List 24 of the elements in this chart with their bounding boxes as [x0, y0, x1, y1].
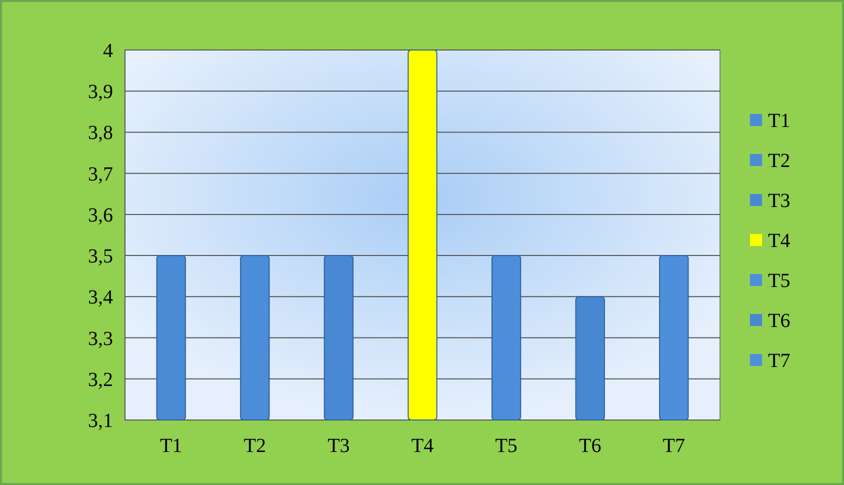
legend-label: T4 [768, 230, 790, 252]
x-tick-label: T2 [244, 435, 266, 457]
y-tick-label: 3,8 [88, 122, 113, 144]
y-tick-label: 3,5 [88, 246, 113, 268]
x-tick-label: T4 [411, 435, 434, 457]
legend-label: T7 [768, 350, 790, 372]
y-tick-label: 3,3 [88, 328, 113, 350]
legend-label: T1 [768, 110, 790, 132]
y-tick-label: 3,7 [88, 163, 113, 186]
x-tick-label: T6 [578, 435, 602, 457]
y-tick-label: 3,1 [88, 410, 113, 432]
y-tick-label: 3,6 [88, 204, 113, 226]
y-tick-label: 3,4 [88, 286, 113, 309]
legend-label: T2 [768, 150, 790, 172]
y-tick-label: 4 [103, 40, 113, 62]
legend-label: T5 [768, 270, 790, 292]
x-tick-label: T3 [328, 435, 350, 457]
x-tick-label: T5 [495, 435, 518, 457]
x-tick-label: T1 [160, 435, 182, 457]
legend-label: T3 [768, 190, 790, 212]
legend-label: T6 [768, 310, 790, 332]
x-tick-label: T7 [662, 435, 686, 457]
y-tick-label: 3,2 [88, 368, 113, 391]
y-tick-label: 3,9 [88, 81, 113, 104]
